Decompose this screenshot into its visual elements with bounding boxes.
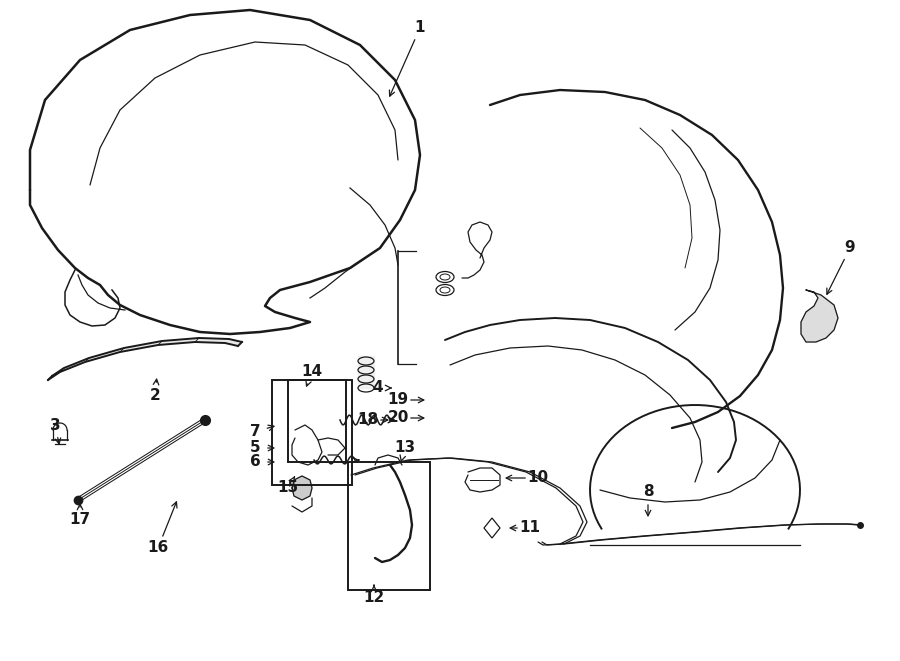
Text: 9: 9 xyxy=(845,241,855,256)
Text: 16: 16 xyxy=(148,541,168,555)
Text: 6: 6 xyxy=(249,455,260,469)
Text: 20: 20 xyxy=(387,410,409,426)
Text: 1: 1 xyxy=(415,20,425,36)
Text: 10: 10 xyxy=(527,471,549,485)
Text: 18: 18 xyxy=(357,412,379,428)
Text: 13: 13 xyxy=(394,440,416,455)
Text: 19: 19 xyxy=(387,393,409,407)
Text: 11: 11 xyxy=(519,520,541,535)
Text: 8: 8 xyxy=(643,485,653,500)
Text: 2: 2 xyxy=(149,387,160,403)
Text: 12: 12 xyxy=(364,590,384,605)
Bar xyxy=(348,462,430,590)
Text: 4: 4 xyxy=(373,381,383,395)
Bar xyxy=(272,380,352,485)
Text: 17: 17 xyxy=(69,512,91,527)
Polygon shape xyxy=(48,338,242,380)
Text: 3: 3 xyxy=(50,418,60,432)
Text: 15: 15 xyxy=(277,481,299,496)
Text: 14: 14 xyxy=(302,364,322,379)
Text: 7: 7 xyxy=(249,424,260,440)
Polygon shape xyxy=(801,290,838,342)
Polygon shape xyxy=(292,476,312,500)
Text: 5: 5 xyxy=(249,440,260,455)
Bar xyxy=(288,380,346,462)
